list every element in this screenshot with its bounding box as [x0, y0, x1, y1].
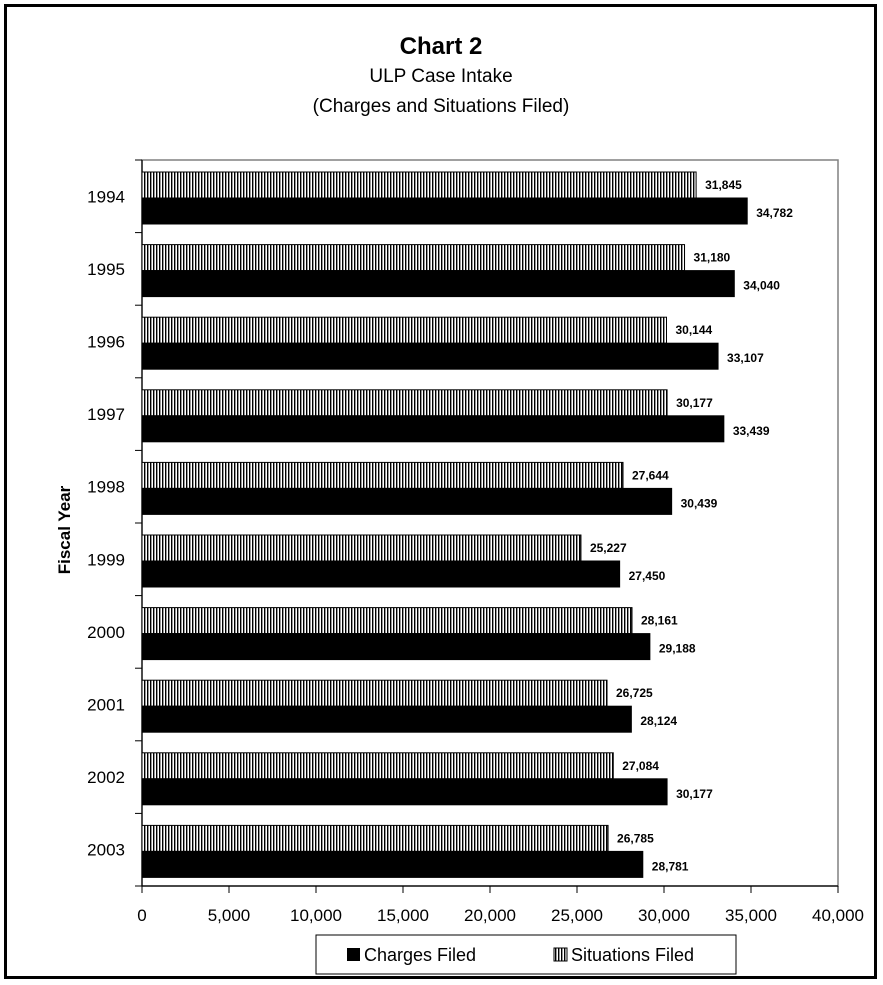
- x-tick-label: 20,000: [464, 906, 516, 925]
- bar-situations-filed: [141, 461, 624, 489]
- bar-charges-filed: [141, 487, 673, 515]
- bar-situations-filed: [141, 607, 633, 635]
- x-tick-label: 5,000: [208, 906, 251, 925]
- data-label-situations-filed: 27,644: [632, 468, 669, 482]
- bar-situations-filed: [141, 171, 697, 199]
- category-label: 2003: [87, 841, 125, 860]
- data-label-situations-filed: 25,227: [590, 541, 627, 555]
- category-label: 2000: [87, 623, 125, 642]
- bar-charges-filed: [141, 415, 725, 443]
- category-label: 2001: [87, 696, 125, 715]
- data-label-charges-filed: 33,107: [727, 351, 764, 365]
- legend-label-charges-filed: Charges Filed: [364, 945, 476, 965]
- data-label-situations-filed: 27,084: [622, 759, 659, 773]
- legend: Charges Filed Situations Filed: [315, 934, 737, 975]
- data-label-charges-filed: 30,177: [676, 787, 713, 801]
- data-label-charges-filed: 33,439: [733, 424, 770, 438]
- bar-charges-filed: [141, 633, 651, 661]
- bar-situations-filed: [141, 824, 609, 852]
- category-label: 1999: [87, 550, 125, 569]
- data-label-situations-filed: 28,161: [641, 614, 678, 628]
- bar-charges-filed: [141, 560, 621, 588]
- data-label-charges-filed: 28,124: [640, 714, 677, 728]
- bar-charges-filed: [141, 270, 735, 298]
- bar-situations-filed: [141, 316, 668, 344]
- data-label-charges-filed: 29,188: [659, 642, 696, 656]
- bar-situations-filed: [141, 389, 668, 417]
- data-label-charges-filed: 27,450: [629, 569, 666, 583]
- x-tick-label: 0: [137, 906, 146, 925]
- x-tick-label: 25,000: [551, 906, 603, 925]
- legend-swatch-charges-filed: [347, 948, 360, 961]
- category-label: 1995: [87, 260, 125, 279]
- category-label: 2002: [87, 768, 125, 787]
- bar-charges-filed: [141, 778, 668, 806]
- bar-situations-filed: [141, 534, 582, 562]
- data-label-situations-filed: 30,177: [676, 396, 713, 410]
- legend-label-situations-filed: Situations Filed: [571, 945, 694, 965]
- data-label-situations-filed: 31,180: [694, 251, 731, 265]
- x-tick-label: 40,000: [812, 906, 864, 925]
- category-label: 1998: [87, 478, 125, 497]
- data-label-situations-filed: 30,144: [676, 323, 713, 337]
- bar-situations-filed: [141, 679, 608, 707]
- x-tick-label: 30,000: [638, 906, 690, 925]
- category-label: 1994: [87, 187, 125, 206]
- bar-situations-filed: [141, 244, 686, 272]
- category-label: 1997: [87, 405, 125, 424]
- bar-situations-filed: [141, 752, 614, 780]
- data-label-charges-filed: 30,439: [681, 496, 718, 510]
- chart-subtitle-line-1: ULP Case Intake: [369, 66, 512, 87]
- data-label-situations-filed: 26,725: [616, 686, 653, 700]
- bar-charges-filed: [141, 705, 632, 733]
- category-label: 1996: [87, 333, 125, 352]
- legend-swatch-situations-filed: [553, 947, 568, 962]
- bar-charges-filed: [141, 850, 644, 878]
- chart-title: Chart 2: [400, 33, 483, 60]
- x-tick-label: 10,000: [290, 906, 342, 925]
- y-axis-title: Fiscal Year: [55, 485, 74, 574]
- data-label-charges-filed: 34,782: [756, 206, 793, 220]
- chart-subtitle-line-2: (Charges and Situations Filed): [313, 96, 570, 117]
- data-label-situations-filed: 31,845: [705, 178, 742, 192]
- x-tick-label: 15,000: [377, 906, 429, 925]
- data-label-situations-filed: 26,785: [617, 831, 654, 845]
- x-tick-label: 35,000: [725, 906, 777, 925]
- data-label-charges-filed: 28,781: [652, 859, 689, 873]
- bar-charges-filed: [141, 342, 719, 370]
- legend-box: [315, 934, 737, 975]
- bar-charges-filed: [141, 197, 748, 225]
- data-label-charges-filed: 34,040: [743, 279, 780, 293]
